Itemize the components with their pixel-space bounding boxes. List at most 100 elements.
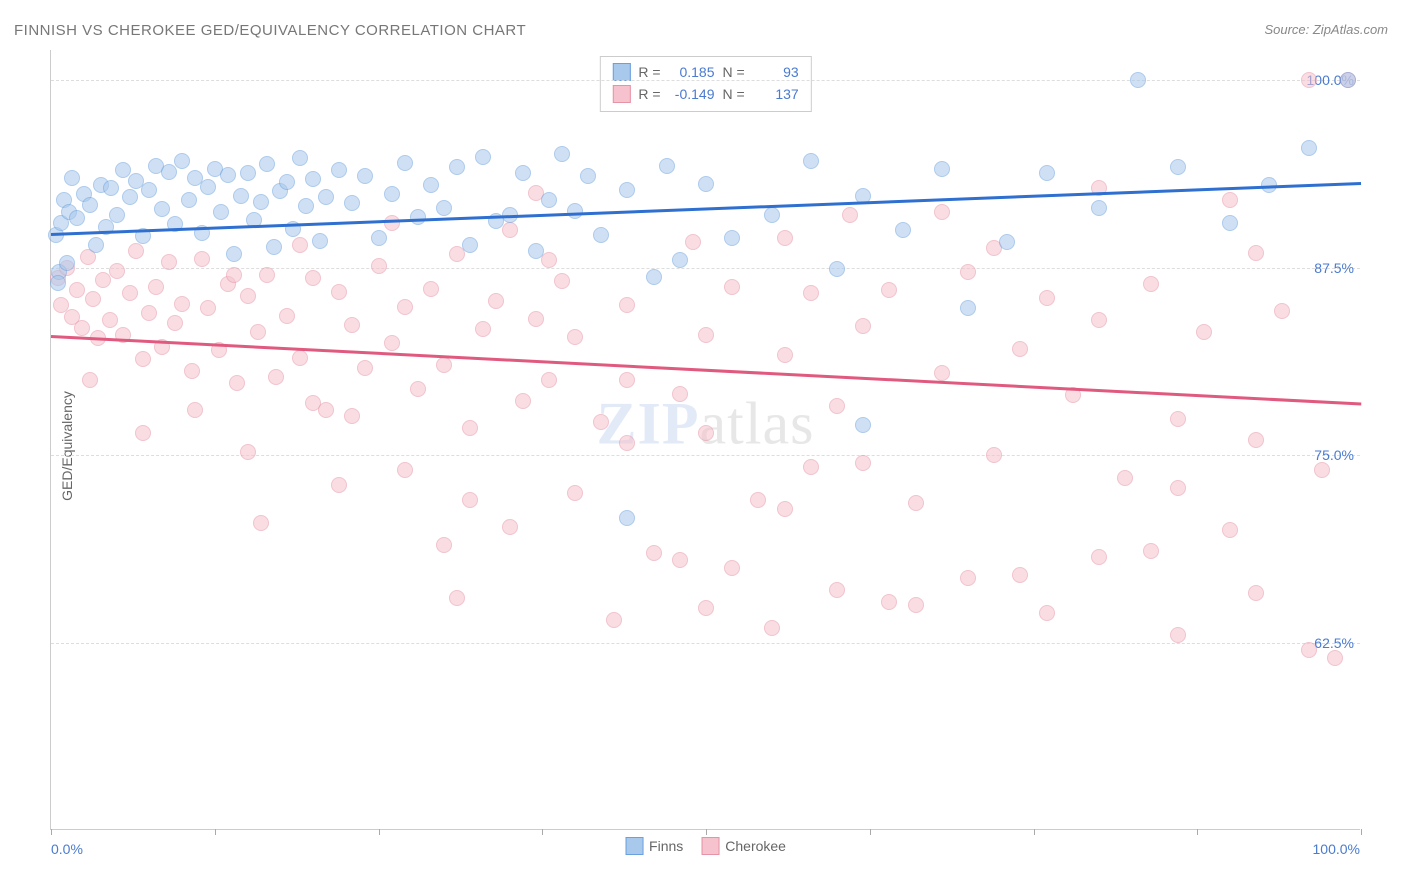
cherokee-point bbox=[698, 327, 714, 343]
r-value: -0.149 bbox=[669, 86, 715, 102]
finns-point bbox=[154, 201, 170, 217]
finns-point bbox=[103, 180, 119, 196]
cherokee-point bbox=[554, 273, 570, 289]
gridline bbox=[51, 643, 1360, 644]
n-value: 93 bbox=[753, 64, 799, 80]
cherokee-point bbox=[331, 284, 347, 300]
stats-legend-box: R =0.185N =93R =-0.149N =137 bbox=[599, 56, 811, 112]
legend-label: Cherokee bbox=[725, 838, 786, 854]
cherokee-trendline bbox=[51, 335, 1361, 405]
x-tick bbox=[1197, 829, 1198, 835]
finns-point bbox=[292, 150, 308, 166]
cherokee-point bbox=[141, 305, 157, 321]
finns-point bbox=[646, 269, 662, 285]
cherokee-point bbox=[855, 318, 871, 334]
cherokee-point bbox=[567, 329, 583, 345]
cherokee-point bbox=[240, 288, 256, 304]
cherokee-point bbox=[606, 612, 622, 628]
finns-point bbox=[109, 207, 125, 223]
cherokee-point bbox=[344, 408, 360, 424]
finns-point bbox=[698, 176, 714, 192]
source-attribution: Source: ZipAtlas.com bbox=[1264, 22, 1388, 37]
cherokee-point bbox=[423, 281, 439, 297]
y-tick-label: 75.0% bbox=[1314, 447, 1354, 463]
finns-point bbox=[174, 153, 190, 169]
cherokee-point bbox=[541, 372, 557, 388]
legend-swatch bbox=[625, 837, 643, 855]
cherokee-point bbox=[777, 347, 793, 363]
finns-point bbox=[64, 170, 80, 186]
finns-point bbox=[1340, 72, 1356, 88]
cherokee-point bbox=[960, 570, 976, 586]
cherokee-point bbox=[1091, 549, 1107, 565]
cherokee-point bbox=[1327, 650, 1343, 666]
cherokee-point bbox=[174, 296, 190, 312]
cherokee-point bbox=[397, 462, 413, 478]
cherokee-point bbox=[1039, 605, 1055, 621]
cherokee-point bbox=[593, 414, 609, 430]
cherokee-point bbox=[502, 519, 518, 535]
cherokee-point bbox=[292, 237, 308, 253]
cherokee-point bbox=[724, 279, 740, 295]
finns-point bbox=[855, 417, 871, 433]
cherokee-point bbox=[449, 590, 465, 606]
y-tick-label: 62.5% bbox=[1314, 635, 1354, 651]
finns-point bbox=[59, 255, 75, 271]
finns-point bbox=[397, 155, 413, 171]
finns-point bbox=[266, 239, 282, 255]
finns-point bbox=[960, 300, 976, 316]
cherokee-point bbox=[475, 321, 491, 337]
cherokee-point bbox=[528, 311, 544, 327]
x-tick bbox=[51, 829, 52, 835]
cherokee-point bbox=[672, 552, 688, 568]
cherokee-point bbox=[250, 324, 266, 340]
finns-point bbox=[259, 156, 275, 172]
finns-point bbox=[384, 186, 400, 202]
finns-point bbox=[659, 158, 675, 174]
finns-point bbox=[318, 189, 334, 205]
cherokee-point bbox=[292, 350, 308, 366]
cherokee-point bbox=[750, 492, 766, 508]
cherokee-point bbox=[384, 335, 400, 351]
cherokee-point bbox=[371, 258, 387, 274]
cherokee-point bbox=[1091, 312, 1107, 328]
stats-swatch bbox=[612, 63, 630, 81]
cherokee-point bbox=[1196, 324, 1212, 340]
cherokee-point bbox=[436, 357, 452, 373]
watermark-suffix: atlas bbox=[700, 390, 815, 456]
finns-point bbox=[1039, 165, 1055, 181]
cherokee-point bbox=[109, 263, 125, 279]
finns-point bbox=[829, 261, 845, 277]
finns-point bbox=[371, 230, 387, 246]
cherokee-point bbox=[135, 425, 151, 441]
finns-point bbox=[279, 174, 295, 190]
x-tick bbox=[706, 829, 707, 835]
finns-point bbox=[141, 182, 157, 198]
cherokee-point bbox=[85, 291, 101, 307]
cherokee-point bbox=[82, 372, 98, 388]
finns-point bbox=[436, 200, 452, 216]
cherokee-point bbox=[698, 425, 714, 441]
cherokee-point bbox=[268, 369, 284, 385]
cherokee-point bbox=[960, 264, 976, 280]
cherokee-point bbox=[1170, 480, 1186, 496]
cherokee-point bbox=[934, 365, 950, 381]
legend-swatch bbox=[701, 837, 719, 855]
cherokee-point bbox=[167, 315, 183, 331]
cherokee-point bbox=[1301, 72, 1317, 88]
cherokee-point bbox=[331, 477, 347, 493]
r-label: R = bbox=[638, 86, 660, 102]
cherokee-point bbox=[462, 492, 478, 508]
cherokee-point bbox=[908, 597, 924, 613]
finns-point bbox=[298, 198, 314, 214]
finns-point bbox=[226, 246, 242, 262]
x-axis-max-label: 100.0% bbox=[1313, 841, 1360, 857]
finns-point bbox=[567, 203, 583, 219]
finns-point bbox=[312, 233, 328, 249]
cherokee-point bbox=[829, 398, 845, 414]
finns-point bbox=[69, 210, 85, 226]
finns-point bbox=[1170, 159, 1186, 175]
cherokee-point bbox=[986, 447, 1002, 463]
cherokee-point bbox=[541, 252, 557, 268]
finns-point bbox=[475, 149, 491, 165]
